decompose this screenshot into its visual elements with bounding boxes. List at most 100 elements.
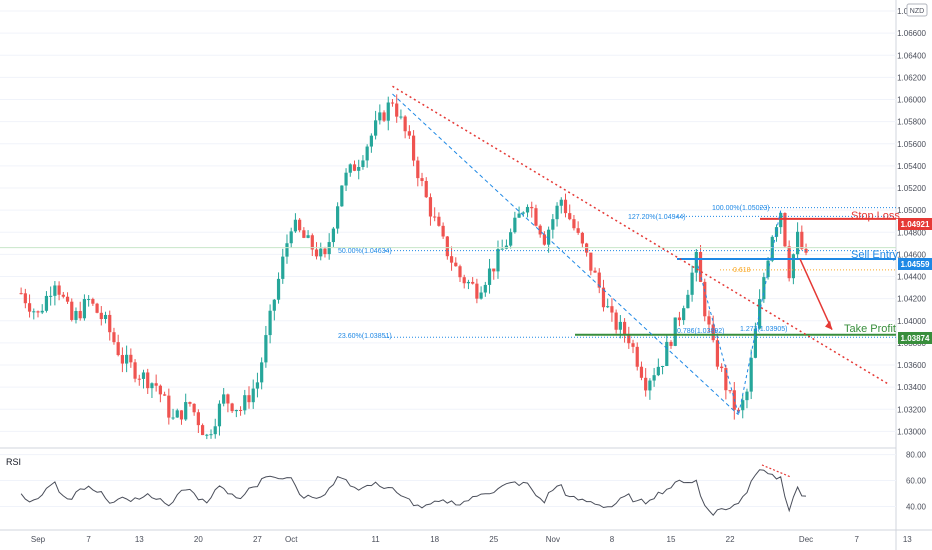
candle-body: [336, 206, 340, 229]
rsi-divergence-line: [761, 464, 791, 478]
y-tick-label: 1.06400: [897, 51, 926, 60]
candle-body: [745, 391, 749, 401]
candle-body: [238, 409, 243, 411]
candle-body: [652, 375, 656, 381]
rsi-label: RSI: [6, 457, 21, 467]
candle-body: [344, 172, 348, 186]
candle-body: [386, 102, 390, 121]
candle-body: [382, 112, 386, 121]
candle-body: [395, 103, 399, 117]
candle-body: [441, 225, 445, 237]
candle-body: [593, 270, 597, 273]
swing-line: [392, 93, 739, 416]
stop-price-tag-bg: [898, 218, 932, 230]
candle-body: [724, 368, 728, 391]
candles-layer: [19, 94, 808, 440]
y-tick-label: 1.06200: [897, 73, 926, 82]
y-tick-label: 1.06000: [897, 96, 926, 105]
candle-body: [285, 243, 289, 257]
time-axis[interactable]: Sep 7 13 20 27 Oct 11 18 25 Nov 8 15 22 Dec 7 13: [31, 535, 912, 544]
candle-body: [255, 382, 260, 389]
x-tick-label: 27: [253, 535, 262, 544]
candle-body: [163, 394, 167, 396]
candle-body: [378, 112, 382, 121]
sell-entry-label: Sell Entry: [851, 249, 899, 261]
candle-body: [352, 164, 357, 171]
fib-1272b-label: 1.272(1.03905): [740, 326, 787, 333]
candle-body: [736, 409, 741, 411]
candle-body: [357, 166, 361, 171]
candle-body: [222, 394, 226, 404]
candle-body: [513, 217, 517, 233]
candle-body: [27, 303, 32, 312]
candle-body: [690, 272, 694, 295]
stop-price-tag: 1.04921: [901, 220, 930, 229]
candle-body: [538, 225, 542, 235]
x-tick-label: Dec: [799, 535, 813, 544]
candle-body: [487, 268, 492, 285]
x-tick-label: Oct: [285, 535, 298, 544]
y-tick-label: 1.03200: [897, 405, 926, 414]
candle-body: [226, 394, 230, 404]
candle-body: [61, 294, 65, 297]
candle-body: [323, 248, 327, 255]
candle-body: [673, 317, 677, 346]
candle-body: [420, 178, 424, 181]
candle-body: [762, 277, 766, 300]
candle-body: [530, 206, 534, 209]
rsi-pane: 80.00 60.00 40.00: [0, 451, 927, 516]
x-tick-label: 15: [667, 535, 676, 544]
candle-body: [133, 362, 137, 379]
fib-50-label: 50.00%(1.04634): [338, 248, 392, 255]
y-tick-label: 1.05200: [897, 184, 926, 193]
candle-body: [728, 390, 732, 392]
x-tick-label: Nov: [546, 535, 560, 544]
take-price-tag: 1.03874: [901, 334, 930, 343]
candle-body: [57, 285, 61, 295]
fib-100-label: 100.00%(1.05023): [712, 205, 770, 212]
candle-body: [669, 341, 673, 346]
candle-body: [466, 281, 471, 284]
candle-body: [483, 284, 487, 293]
candle-body: [276, 278, 281, 300]
candle-body: [563, 199, 568, 214]
entry-price-tag-bg: [898, 258, 932, 270]
candle-body: [547, 229, 551, 245]
x-tick-label: 13: [135, 535, 144, 544]
y-tick-label: 1.03600: [897, 361, 926, 370]
candle-body: [331, 228, 335, 243]
candle-body: [677, 317, 682, 321]
candle-body: [703, 281, 707, 317]
candle-body: [783, 213, 787, 247]
candle-body: [70, 301, 74, 320]
candle-body: [65, 296, 70, 302]
candle-body: [95, 303, 99, 313]
candle-body: [496, 248, 500, 272]
candle-body: [471, 281, 475, 284]
candle-body: [568, 213, 572, 220]
price-axis[interactable]: 1.068001.066001.064001.062001.060001.058…: [897, 7, 926, 436]
candle-body: [19, 293, 23, 295]
candle-body: [787, 246, 791, 279]
candle-body: [458, 266, 462, 278]
drawings-layer: [0, 85, 896, 416]
candle-body: [698, 251, 703, 282]
rsi-tick-label: 40.00: [906, 503, 927, 512]
candle-body: [627, 334, 631, 344]
candle-body: [44, 295, 49, 311]
candle-body: [534, 208, 538, 226]
x-tick-label: Sep: [31, 535, 46, 544]
candle-body: [209, 434, 213, 436]
candle-body: [120, 355, 124, 364]
candle-body: [53, 285, 57, 296]
candle-body: [660, 365, 665, 367]
candle-body: [475, 283, 479, 299]
y-tick-label: 1.04000: [897, 317, 926, 326]
candle-body: [791, 254, 795, 279]
rsi-tick-label: 80.00: [906, 451, 927, 460]
candle-body: [264, 335, 268, 363]
candle-body: [424, 180, 428, 198]
x-tick-label: 8: [610, 535, 615, 544]
fib-1272-label: 127.20%(1.04944): [628, 214, 686, 221]
